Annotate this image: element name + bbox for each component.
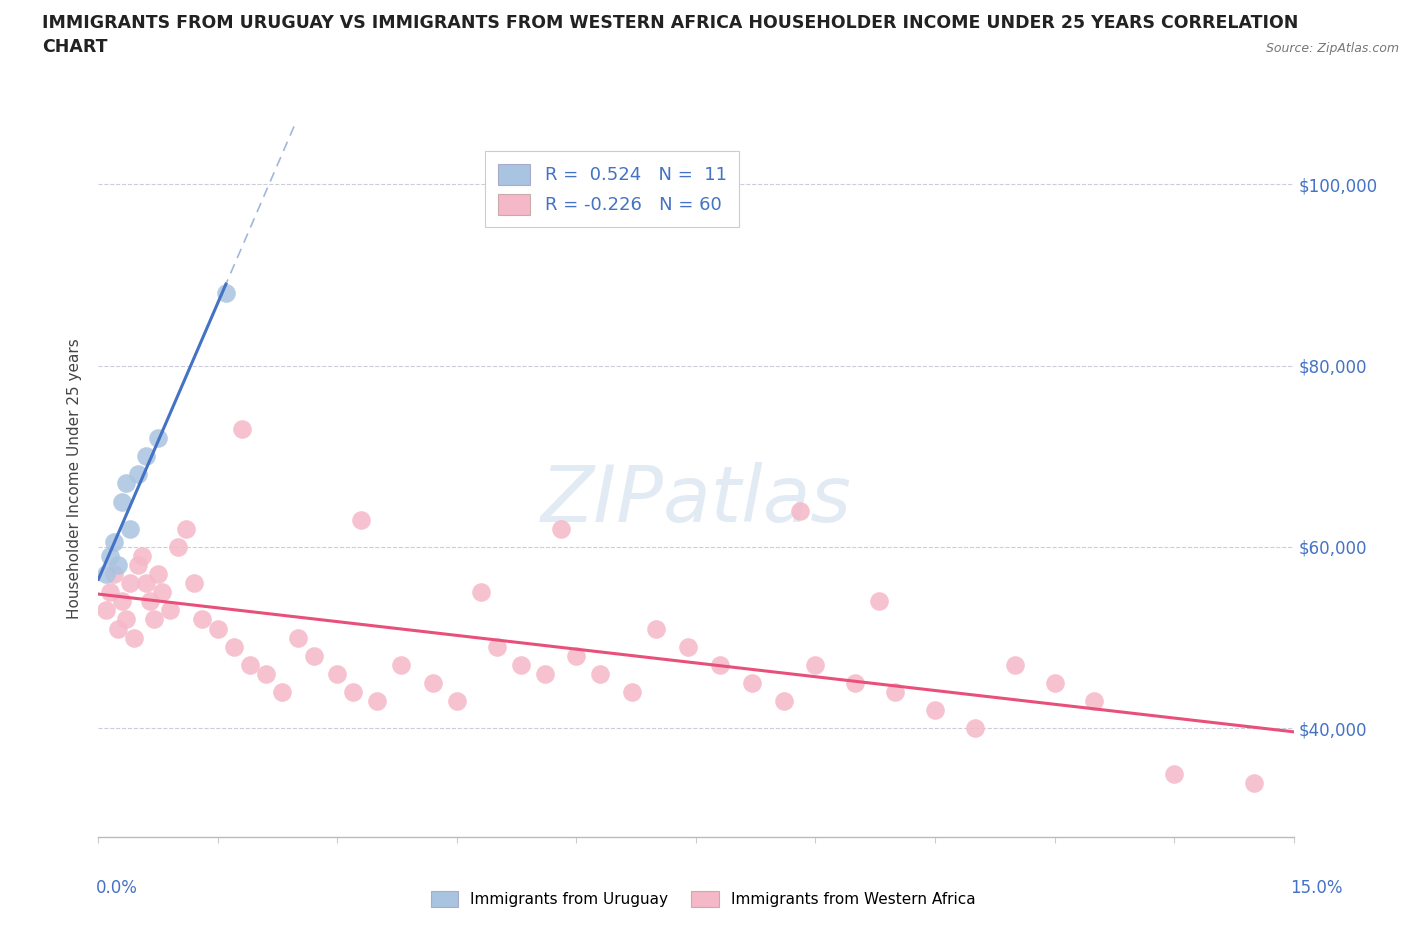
Point <box>143 612 166 627</box>
Point <box>135 449 157 464</box>
Point <box>124 631 146 645</box>
Point <box>287 631 309 645</box>
Point <box>485 639 508 654</box>
Point <box>131 549 153 564</box>
Point <box>302 648 325 663</box>
Point <box>120 576 142 591</box>
Point <box>270 684 292 699</box>
Text: Source: ZipAtlas.com: Source: ZipAtlas.com <box>1265 42 1399 55</box>
Point <box>550 522 572 537</box>
Point <box>115 612 138 627</box>
Text: 0.0%: 0.0% <box>96 879 138 897</box>
Point <box>107 558 129 573</box>
Point <box>422 675 444 690</box>
Text: IMMIGRANTS FROM URUGUAY VS IMMIGRANTS FROM WESTERN AFRICA HOUSEHOLDER INCOME UND: IMMIGRANTS FROM URUGUAY VS IMMIGRANTS FR… <box>42 14 1299 56</box>
Point <box>963 721 986 736</box>
Point <box>645 621 668 636</box>
Point <box>446 694 468 709</box>
Point <box>509 658 531 672</box>
Point <box>135 576 157 591</box>
Point <box>326 667 349 682</box>
Point <box>111 594 134 609</box>
Text: ZIPatlas: ZIPatlas <box>540 462 852 538</box>
Point <box>789 503 811 518</box>
Point <box>127 467 149 482</box>
Point <box>103 535 125 550</box>
Point <box>167 539 190 554</box>
Point <box>183 576 205 591</box>
Point <box>565 648 588 663</box>
Point <box>98 549 122 564</box>
Point <box>120 522 142 537</box>
Legend: R =  0.524   N =  11, R = -0.226   N = 60: R = 0.524 N = 11, R = -0.226 N = 60 <box>485 152 740 228</box>
Point <box>207 621 229 636</box>
Point <box>350 512 373 527</box>
Point <box>772 694 794 709</box>
Point <box>159 603 181 618</box>
Text: 15.0%: 15.0% <box>1291 879 1343 897</box>
Point <box>254 667 277 682</box>
Point <box>924 703 946 718</box>
Legend: Immigrants from Uruguay, Immigrants from Western Africa: Immigrants from Uruguay, Immigrants from… <box>425 884 981 913</box>
Point <box>107 621 129 636</box>
Point <box>191 612 214 627</box>
Point <box>174 522 197 537</box>
Point <box>148 431 170 445</box>
Point <box>98 585 122 600</box>
Point <box>1243 776 1265 790</box>
Point <box>103 566 125 581</box>
Point <box>709 658 731 672</box>
Point <box>589 667 612 682</box>
Point <box>366 694 388 709</box>
Point <box>96 566 118 581</box>
Point <box>1004 658 1026 672</box>
Point <box>222 639 245 654</box>
Point <box>148 566 170 581</box>
Point <box>1043 675 1066 690</box>
Point <box>844 675 866 690</box>
Point <box>741 675 763 690</box>
Point <box>96 603 118 618</box>
Point <box>1163 766 1185 781</box>
Point <box>111 494 134 509</box>
Point <box>389 658 412 672</box>
Point <box>868 594 890 609</box>
Point <box>621 684 644 699</box>
Point <box>533 667 555 682</box>
Point <box>470 585 492 600</box>
Point <box>676 639 699 654</box>
Point <box>215 286 238 300</box>
Point <box>127 558 149 573</box>
Point <box>115 476 138 491</box>
Y-axis label: Householder Income Under 25 years: Householder Income Under 25 years <box>67 339 83 619</box>
Point <box>150 585 173 600</box>
Point <box>342 684 364 699</box>
Point <box>884 684 907 699</box>
Point <box>239 658 262 672</box>
Point <box>139 594 162 609</box>
Point <box>231 421 253 436</box>
Point <box>1083 694 1105 709</box>
Point <box>804 658 827 672</box>
